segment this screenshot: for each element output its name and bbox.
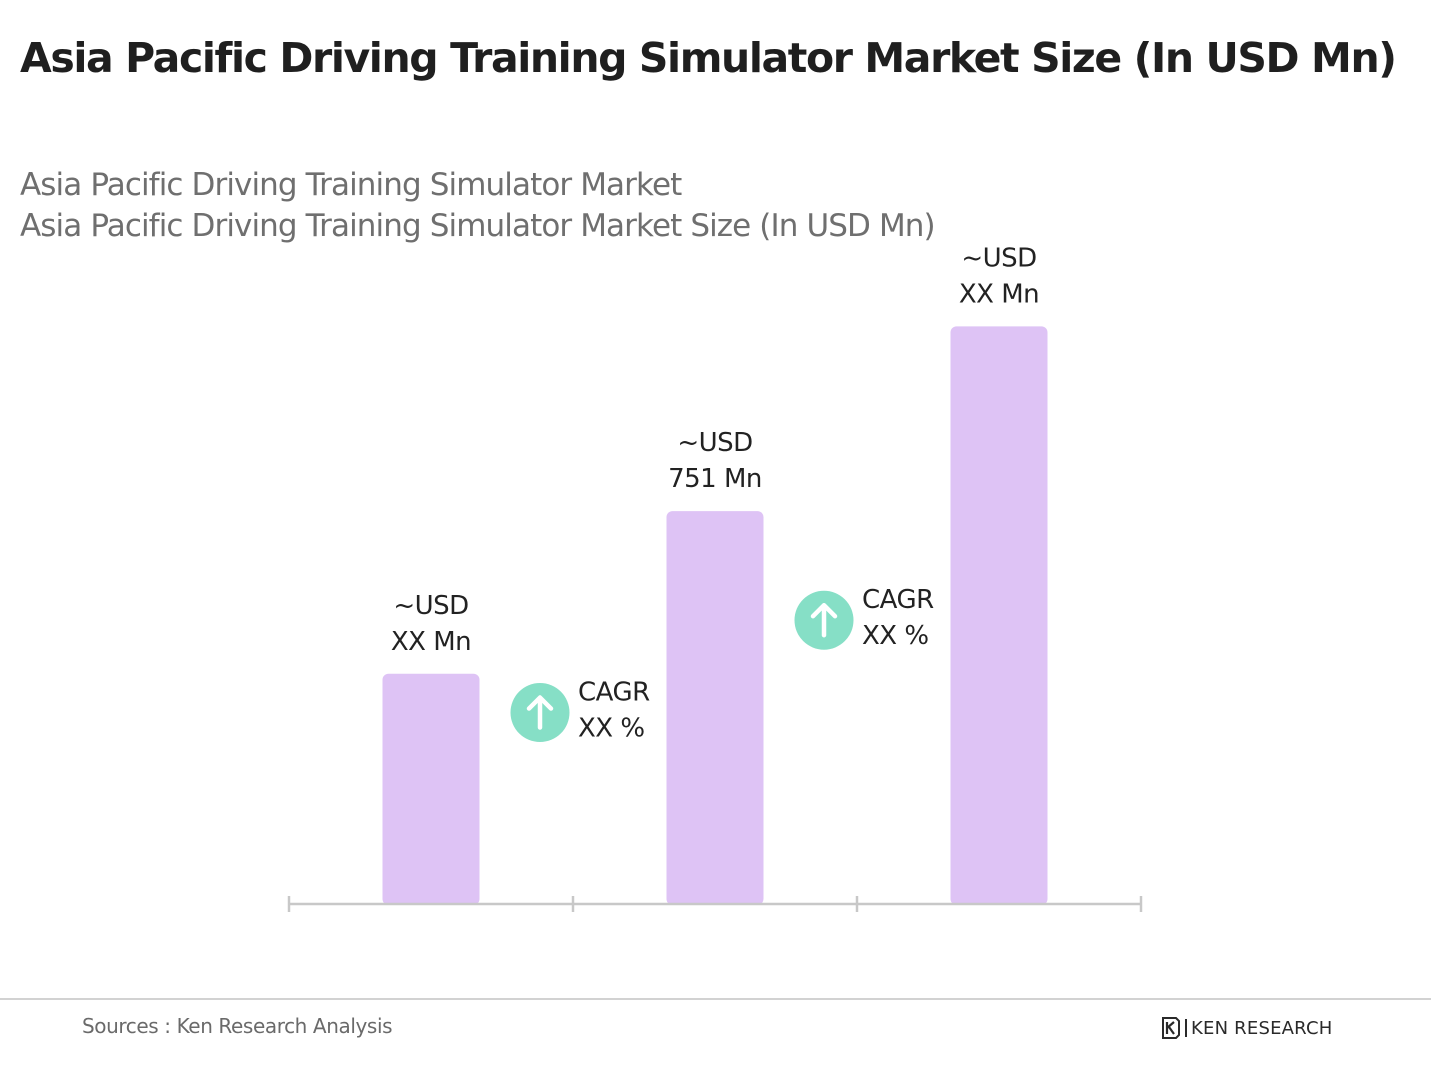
cagr-2-label-line-2: XX % bbox=[862, 621, 929, 651]
bar-3-label-line-2: XX Mn bbox=[959, 279, 1039, 309]
brand-logo: KEN RESEARCH bbox=[1161, 1016, 1332, 1040]
chart-subtitle-line-1: Asia Pacific Driving Training Simulator … bbox=[20, 167, 682, 203]
bar-3-label-line-1: ~USD bbox=[961, 243, 1036, 273]
footer-divider bbox=[0, 998, 1431, 1000]
bar-1-label-line-2: XX Mn bbox=[391, 627, 471, 657]
brand-separator bbox=[1185, 1019, 1187, 1037]
cagr-2-label-line-1: CAGR bbox=[862, 585, 934, 615]
arrow-up-icon bbox=[810, 602, 838, 638]
bar-2-label-line-1: ~USD bbox=[677, 428, 752, 458]
source-note: Sources : Ken Research Analysis bbox=[82, 1014, 393, 1038]
page-title: Asia Pacific Driving Training Simulator … bbox=[20, 34, 1397, 82]
bar-1 bbox=[382, 673, 480, 905]
cagr-1-label-line-1: CAGR bbox=[578, 678, 650, 708]
bar-3 bbox=[950, 326, 1048, 905]
cagr-1-label-line-2: XX % bbox=[578, 714, 645, 744]
bar-2 bbox=[666, 511, 764, 905]
bar-2-label-line-2: 751 Mn bbox=[668, 464, 762, 494]
bar-1-label-line-1: ~USD bbox=[393, 591, 468, 621]
bar-chart: ~USD XX Mn ~USD 751 Mn ~USD XX Mn CAGR XX % CAGR… bbox=[287, 243, 1143, 912]
chart-subtitle-line-2: Asia Pacific Driving Training Simulator … bbox=[20, 208, 936, 244]
ken-research-logo-icon bbox=[1162, 1017, 1180, 1039]
arrow-up-icon bbox=[526, 695, 554, 730]
brand-name: KEN RESEARCH bbox=[1191, 1017, 1333, 1039]
